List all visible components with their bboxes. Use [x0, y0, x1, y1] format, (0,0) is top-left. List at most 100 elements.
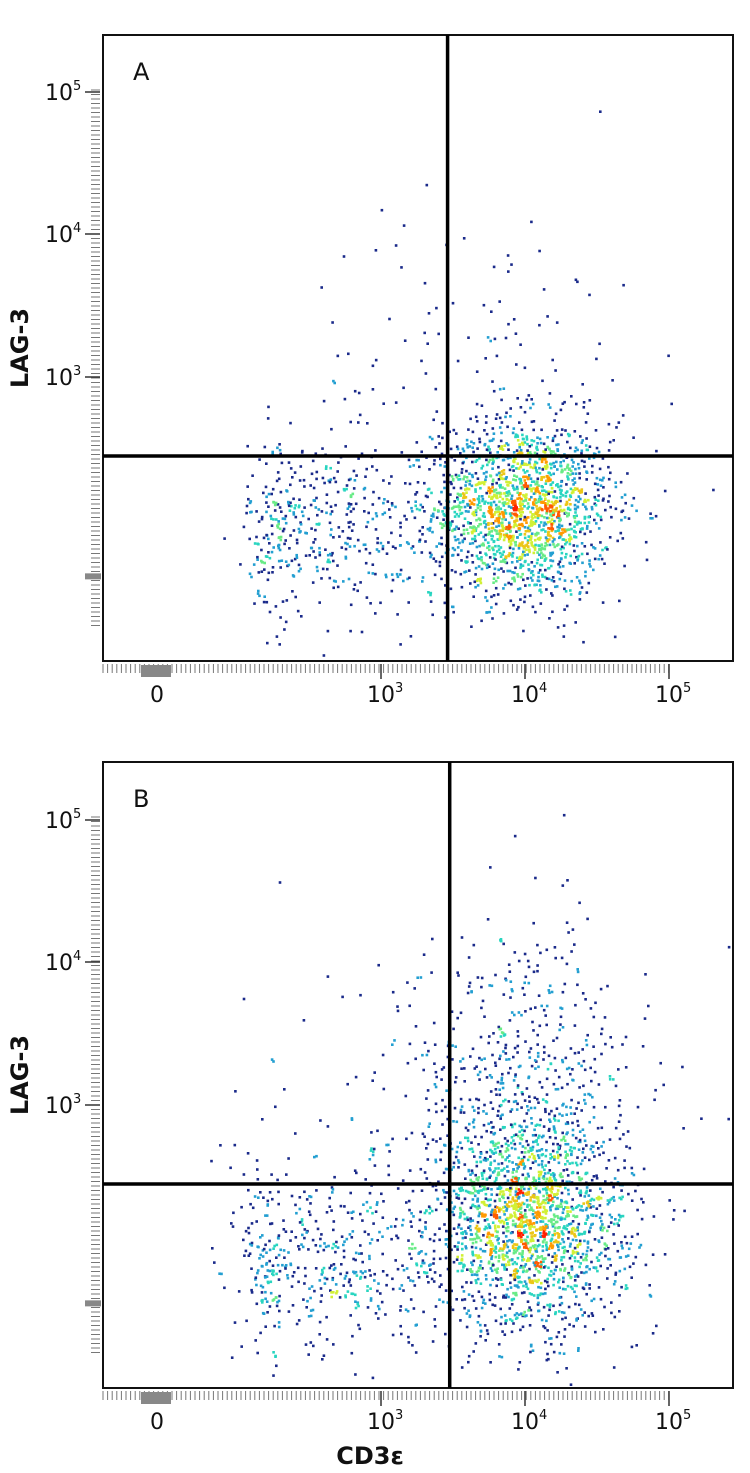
event-dot	[479, 551, 482, 554]
event-dot	[547, 1357, 550, 1361]
event-dot	[315, 496, 318, 500]
event-dot	[444, 1256, 448, 1260]
event-dot	[483, 1156, 487, 1160]
event-dot	[476, 506, 480, 510]
event-dot	[540, 458, 544, 461]
event-dot	[380, 208, 384, 212]
event-dot	[519, 511, 522, 514]
event-dot	[279, 535, 283, 539]
event-dot	[507, 490, 511, 493]
event-dot	[536, 510, 540, 514]
event-dot	[576, 1245, 579, 1249]
event-dot	[505, 442, 508, 445]
event-dot	[535, 461, 539, 465]
event-dot	[566, 475, 569, 478]
event-dot	[384, 1313, 387, 1316]
event-dot	[558, 1174, 562, 1177]
event-dot	[562, 1311, 566, 1315]
event-dot	[540, 1153, 543, 1157]
event-dot	[520, 485, 524, 489]
event-dot	[485, 1329, 489, 1332]
event-dot	[325, 465, 328, 468]
event-dot	[375, 1203, 379, 1206]
event-dot	[459, 1097, 463, 1101]
event-dot	[511, 1171, 515, 1174]
event-dot	[530, 495, 533, 499]
event-dot	[535, 512, 539, 516]
event-dot	[292, 513, 296, 516]
event-dot	[575, 1239, 578, 1242]
event-dot	[536, 1202, 540, 1205]
event-dot	[597, 557, 600, 561]
event-dot	[514, 1073, 517, 1076]
event-dot	[523, 1165, 527, 1168]
event-dot	[506, 1188, 509, 1191]
event-dot	[642, 1201, 645, 1204]
event-dot	[585, 1144, 588, 1147]
event-dot	[483, 502, 486, 505]
event-dot	[450, 507, 454, 510]
event-dot	[459, 572, 463, 576]
event-dot	[579, 1178, 582, 1182]
event-dot	[472, 528, 475, 532]
event-dot	[556, 525, 559, 529]
event-dot	[483, 562, 486, 565]
event-dot	[369, 602, 372, 605]
event-dot	[462, 1266, 465, 1269]
event-dot	[604, 1105, 607, 1109]
event-dot	[437, 1180, 440, 1184]
event-dot	[396, 1009, 400, 1013]
event-dot	[349, 537, 352, 540]
event-dot	[367, 511, 370, 515]
event-dot	[599, 1228, 603, 1232]
event-dot	[394, 244, 398, 247]
event-dot	[542, 450, 545, 453]
event-dot	[477, 533, 481, 536]
event-dot	[322, 399, 326, 403]
event-dot	[584, 1171, 588, 1175]
event-dot	[265, 1275, 269, 1278]
event-dot	[507, 963, 511, 966]
event-dot	[562, 1276, 565, 1280]
event-dot	[586, 917, 589, 921]
event-dot	[488, 565, 491, 568]
event-dot	[433, 1233, 437, 1236]
event-dot	[549, 1239, 553, 1242]
event-dot	[517, 1177, 520, 1180]
event-dot	[549, 1062, 553, 1066]
event-dot	[519, 1212, 522, 1216]
event-dot	[571, 1133, 575, 1137]
event-dot	[474, 585, 477, 589]
event-dot	[570, 395, 573, 398]
event-dot	[487, 522, 490, 525]
event-dot	[573, 562, 576, 565]
event-dot	[452, 1027, 455, 1031]
event-dot	[509, 1231, 513, 1235]
event-dot	[538, 1243, 541, 1247]
event-dot	[510, 1141, 513, 1145]
event-dot	[270, 550, 274, 554]
event-dot	[519, 1328, 522, 1332]
event-dot	[529, 536, 533, 540]
event-dot	[556, 1196, 559, 1200]
event-dot	[504, 1052, 508, 1055]
event-dot	[514, 1293, 517, 1296]
event-dot	[510, 1146, 514, 1150]
event-dot	[530, 1206, 533, 1209]
event-dot	[448, 526, 451, 530]
event-dot	[550, 1109, 553, 1113]
event-dot	[539, 1220, 542, 1223]
event-dot	[365, 596, 369, 599]
event-dot	[568, 498, 571, 502]
event-dot	[587, 1194, 591, 1197]
event-dot	[530, 519, 533, 522]
event-dot	[555, 321, 559, 324]
event-dot	[472, 1299, 476, 1302]
event-dot	[510, 1011, 514, 1014]
event-dot	[569, 1072, 572, 1076]
event-dot	[516, 1225, 520, 1228]
event-dot	[623, 516, 627, 519]
event-dot	[566, 514, 569, 518]
event-dot	[592, 546, 595, 549]
event-dot	[499, 546, 503, 549]
